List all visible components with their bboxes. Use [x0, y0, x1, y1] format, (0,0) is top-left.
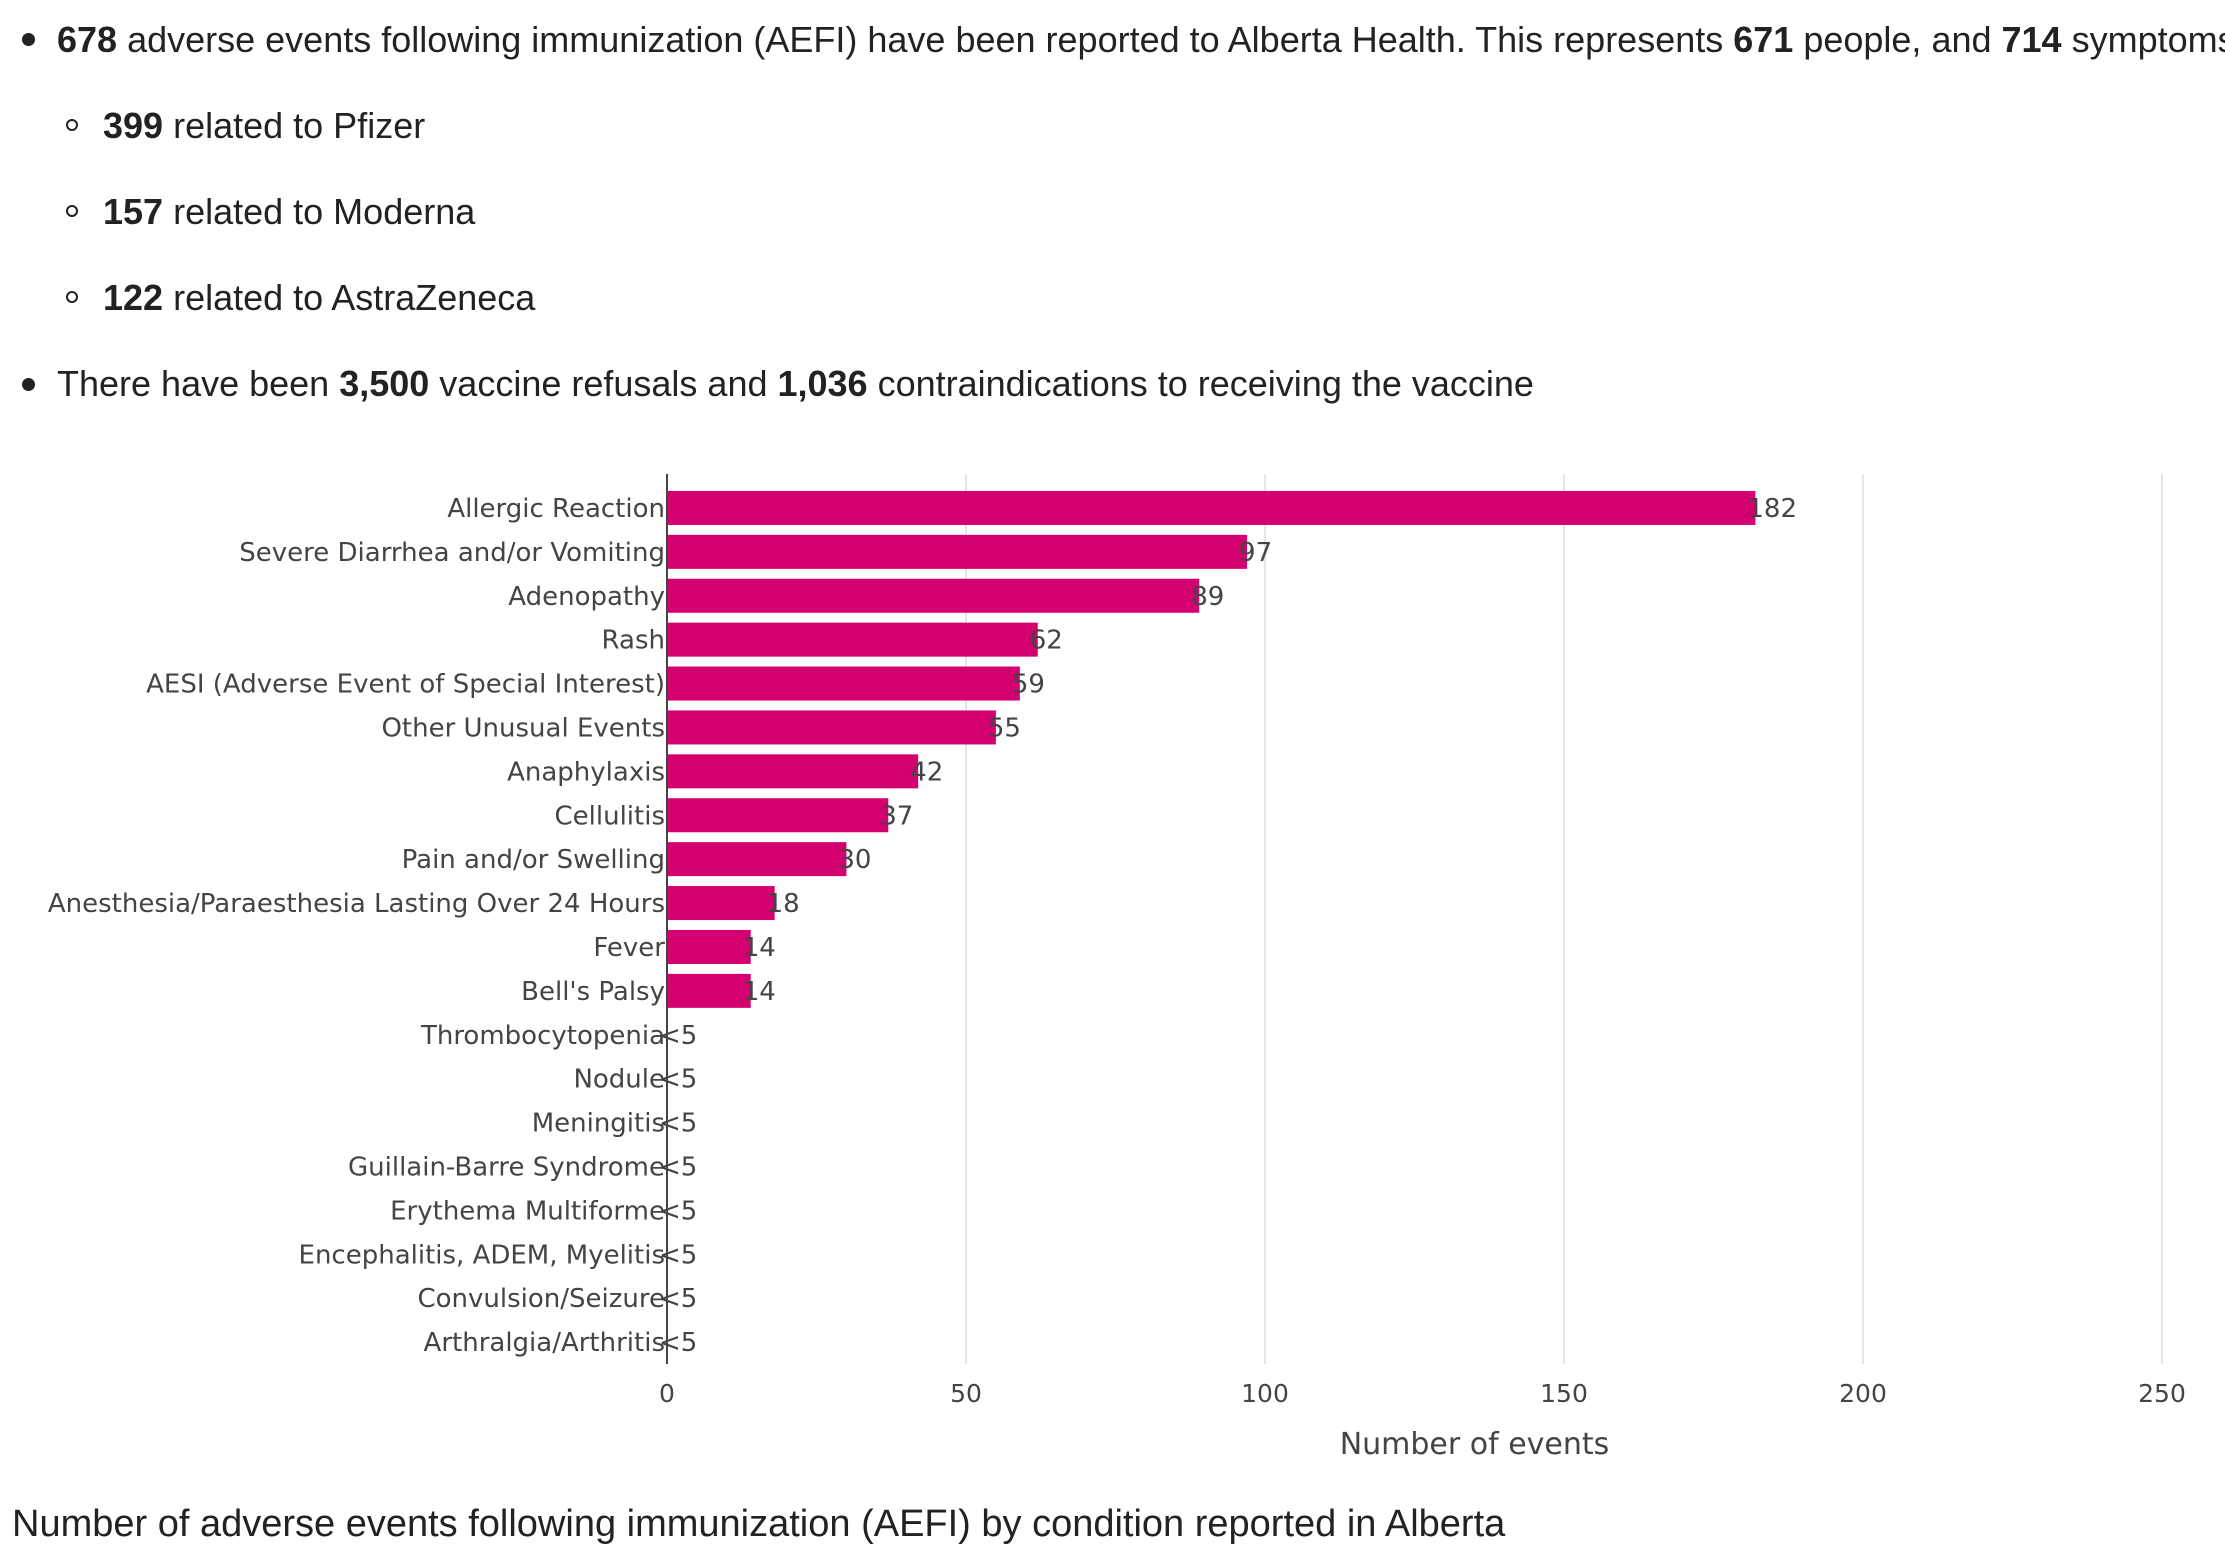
category-label: Other Unusual Events	[381, 713, 665, 743]
category-label: Anaphylaxis	[507, 757, 665, 787]
summary-line-refusals: There have been 3,500 vaccine refusals a…	[57, 362, 1534, 406]
x-tick-labels: 0 50 100 150 200 250	[659, 1379, 2186, 1408]
bar	[668, 929, 751, 964]
symptoms-count: 714	[2001, 19, 2062, 60]
category-label: Arthralgia/Arthritis	[424, 1328, 665, 1358]
bar	[668, 798, 889, 833]
bullet-dot-icon	[22, 378, 35, 391]
value-label: 97	[1239, 538, 1272, 568]
category-label: Encephalitis, ADEM, Myelitis	[299, 1240, 665, 1270]
bar	[668, 973, 751, 1008]
category-label: Fever	[593, 933, 665, 963]
category-label: Allergic Reaction	[447, 494, 665, 524]
summary-text: adverse events following immunization (A…	[117, 19, 1734, 60]
x-tick-label: 250	[2138, 1379, 2186, 1408]
astrazeneca-count: 122	[103, 277, 164, 318]
bar	[668, 710, 996, 745]
category-labels: Allergic Reaction Severe Diarrhea and/or …	[48, 494, 665, 1358]
bar	[668, 490, 1756, 525]
value-label: 30	[838, 845, 871, 875]
value-label: 37	[880, 801, 913, 831]
summary-sub-moderna: 157 related to Moderna	[103, 190, 475, 234]
value-label: <5	[659, 1240, 697, 1270]
category-label: Bell's Palsy	[521, 977, 665, 1007]
bar	[668, 842, 847, 877]
category-label: Severe Diarrhea and/or Vomiting	[239, 538, 665, 568]
bullet-dot-icon	[22, 33, 35, 46]
bullet-circle-icon	[66, 291, 78, 303]
summary-text: contraindications to receiving the vacci…	[867, 363, 1534, 404]
x-tick-label: 150	[1540, 1379, 1588, 1408]
summary-text: symptoms.	[2071, 19, 2225, 60]
summary-sub-astrazeneca: 122 related to AstraZeneca	[103, 276, 535, 320]
value-label: <5	[659, 1065, 697, 1095]
refusals-count: 3,500	[339, 363, 430, 404]
bullet-circle-icon	[66, 205, 78, 217]
category-label: Thrombocytopenia	[420, 1021, 665, 1051]
x-tick-label: 100	[1241, 1379, 1289, 1408]
bar	[668, 666, 1020, 701]
category-label: Erythema Multiforme	[390, 1196, 665, 1226]
bars	[668, 490, 1756, 1008]
summary-line-aefi-total: 678 adverse events following immunizatio…	[57, 18, 2225, 62]
bar	[668, 578, 1200, 613]
summary-text: related to Pfizer	[163, 105, 426, 146]
bar	[668, 622, 1038, 657]
value-label: 14	[743, 977, 776, 1007]
value-label: 62	[1030, 626, 1063, 656]
x-tick-label: 0	[659, 1379, 675, 1408]
category-label: Convulsion/Seizure	[417, 1284, 665, 1314]
value-label: 89	[1191, 582, 1224, 612]
bar	[668, 754, 919, 789]
category-label: AESI (Adverse Event of Special Interest)	[146, 670, 665, 700]
x-tick-label: 200	[1839, 1379, 1887, 1408]
value-label: 14	[743, 933, 776, 963]
value-label: <5	[659, 1021, 697, 1051]
value-label: 182	[1747, 494, 1797, 524]
contraindications-count: 1,036	[777, 363, 868, 404]
summary-text: people, and	[1793, 19, 2002, 60]
category-label: Meningitis	[532, 1109, 665, 1139]
category-label: Nodule	[573, 1065, 665, 1095]
value-label: <5	[659, 1109, 697, 1139]
value-label: <5	[659, 1196, 697, 1226]
x-axis-title: Number of events	[1340, 1427, 1610, 1462]
category-label: Adenopathy	[508, 582, 665, 612]
value-label: 59	[1012, 670, 1045, 700]
gridlines	[965, 474, 2163, 1364]
category-label: Anesthesia/Paraesthesia Lasting Over 24 …	[48, 889, 665, 919]
x-tick-label: 50	[950, 1379, 982, 1408]
bar	[668, 534, 1248, 569]
category-label: Pain and/or Swelling	[402, 845, 665, 875]
value-label: <5	[659, 1328, 697, 1358]
value-labels: 182 97 89 62 59 55 42 37 30 18 14 14 <5 <5 <5 <5 <5 <5 <5 <…	[659, 494, 1797, 1358]
category-label: Cellulitis	[555, 801, 666, 831]
summary-text: There have been	[57, 363, 340, 404]
category-label: Guillain-Barre Syndrome	[348, 1152, 665, 1182]
pfizer-count: 399	[103, 105, 164, 146]
people-count: 671	[1733, 19, 1794, 60]
aefi-total-count: 678	[57, 19, 118, 60]
value-label: <5	[659, 1284, 697, 1314]
bullet-circle-icon	[66, 119, 78, 131]
value-label: 55	[988, 713, 1021, 743]
aefi-bar-chart: Allergic Reaction Severe Diarrhea and/or …	[48, 474, 2186, 1462]
bar	[668, 886, 775, 921]
summary-text: related to AstraZeneca	[163, 277, 536, 318]
summary-text: vaccine refusals and	[429, 363, 778, 404]
value-label: <5	[659, 1152, 697, 1182]
moderna-count: 157	[103, 191, 164, 232]
value-label: 18	[767, 889, 800, 919]
chart-caption: Number of adverse events following immun…	[12, 1503, 1506, 1545]
value-label: 42	[910, 757, 943, 787]
category-label: Rash	[602, 626, 665, 656]
summary-text: related to Moderna	[163, 191, 476, 232]
summary-sub-pfizer: 399 related to Pfizer	[103, 104, 425, 148]
